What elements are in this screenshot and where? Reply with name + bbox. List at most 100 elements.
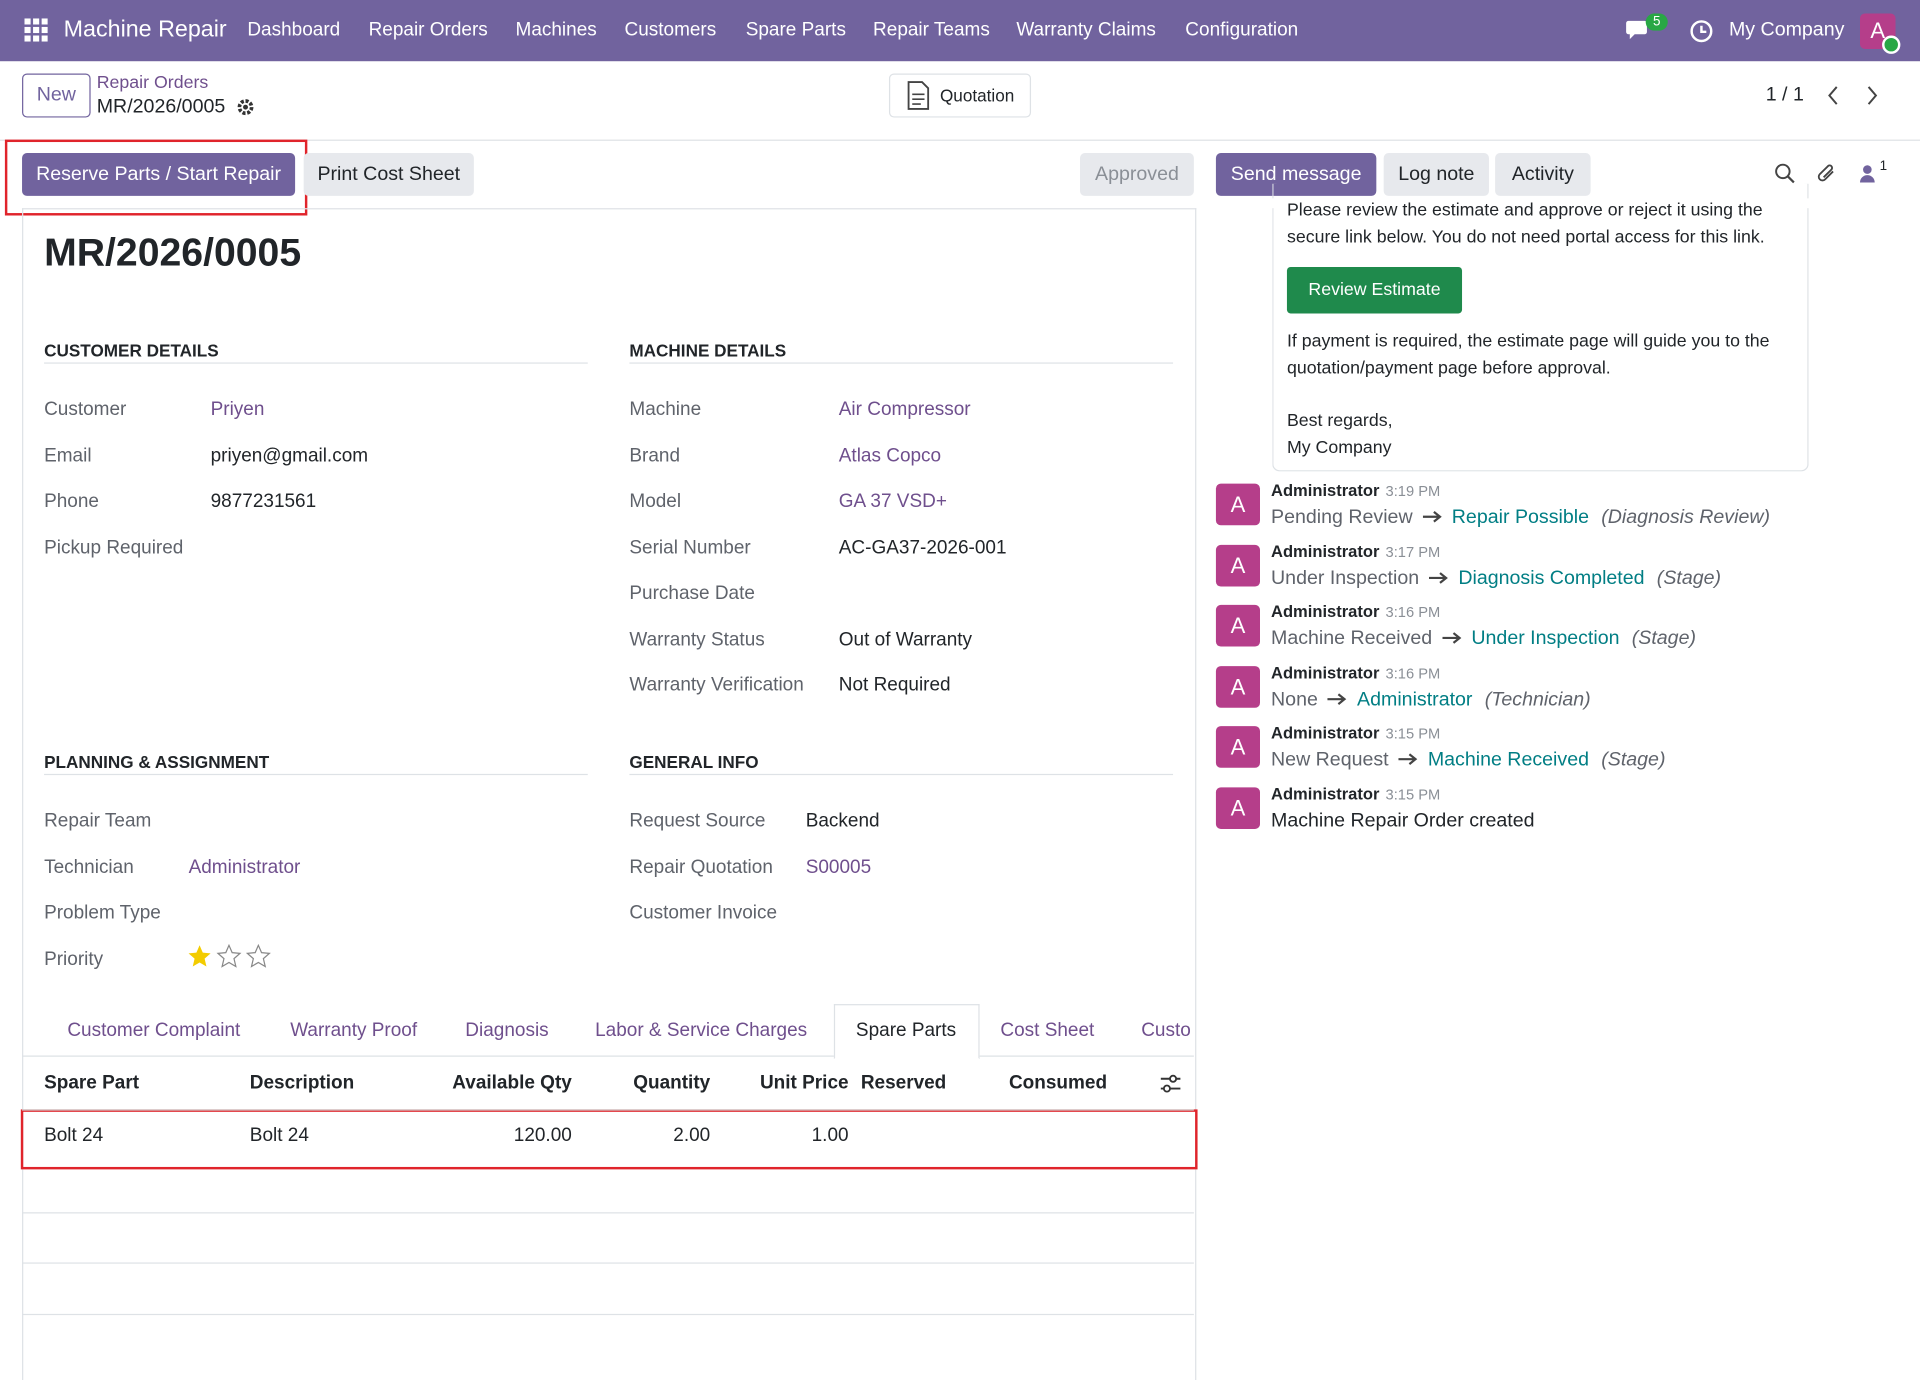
author: Administrator — [1271, 481, 1380, 500]
apps-icon[interactable] — [24, 18, 48, 42]
author-avatar — [1215, 726, 1261, 768]
field-label: Repair Team — [44, 810, 152, 832]
column-settings[interactable] — [1160, 1074, 1182, 1094]
column-header: Description — [249, 1072, 355, 1094]
field-value[interactable]: Priyen — [210, 399, 265, 421]
time: 3:19 PM — [1385, 482, 1441, 500]
author: Administrator — [1271, 663, 1380, 682]
tab[interactable]: Labor & Service Charges — [595, 1020, 808, 1041]
field-value: Backend — [805, 810, 880, 832]
field-value[interactable]: Air Compressor — [838, 399, 971, 421]
gear-icon[interactable] — [236, 98, 254, 116]
column-header: Quantity — [633, 1072, 711, 1094]
reserve-button[interactable]: Reserve Parts / Start Repair — [22, 153, 296, 196]
status-approved[interactable]: Approved — [1080, 153, 1194, 196]
section-rule — [629, 362, 1174, 364]
log-note[interactable]: Log note — [1383, 153, 1489, 196]
tab[interactable]: Custo — [1141, 1020, 1191, 1041]
company[interactable]: My Company — [1728, 19, 1845, 41]
breadcrumb[interactable]: Repair Orders — [96, 73, 209, 94]
field-label: Warranty Verification — [629, 674, 804, 696]
field-label: Pickup Required — [44, 536, 184, 558]
new-value: Under Inspection — [1471, 628, 1620, 649]
field-label: Brand — [629, 445, 681, 466]
attachment-icon[interactable] — [1815, 162, 1839, 186]
menu-item[interactable]: Machines — [515, 19, 597, 41]
form-title: MR/2026/0005 — [44, 230, 302, 275]
new-value: Machine Received — [1427, 749, 1589, 771]
search-icon[interactable] — [1774, 163, 1796, 185]
send-message[interactable]: Send message — [1215, 153, 1377, 196]
record-name: MR/2026/0005 — [96, 96, 226, 118]
menu-item[interactable]: Repair Teams — [873, 19, 990, 41]
menu-item[interactable]: Repair Orders — [368, 19, 488, 41]
menu-item[interactable]: Configuration — [1185, 19, 1299, 41]
chatter-top-mask — [1207, 198, 1920, 209]
presence-dot — [1882, 35, 1901, 54]
pager-arrows[interactable] — [1824, 84, 1885, 106]
section-title: MACHINE DETAILS — [629, 340, 787, 361]
message-line: secure link below. You do not need porta… — [1286, 227, 1765, 248]
section-title: PLANNING & ASSIGNMENT — [44, 751, 270, 772]
menu-item[interactable]: Warranty Claims — [1016, 19, 1156, 41]
print-button[interactable]: Print Cost Sheet — [303, 153, 474, 196]
field-label: Repair Quotation — [629, 856, 773, 878]
cell: Bolt 24 — [249, 1125, 309, 1147]
field-name: (Stage) — [1656, 567, 1722, 589]
followers-icon[interactable] — [1859, 164, 1876, 184]
column-header: Reserved — [860, 1072, 947, 1094]
menu-item[interactable]: Spare Parts — [745, 19, 846, 41]
cell: 1.00 — [811, 1125, 849, 1147]
tab[interactable]: Warranty Proof — [290, 1020, 418, 1041]
time: 3:15 PM — [1385, 785, 1441, 803]
avatar-letter: A — [1230, 734, 1246, 760]
review-button[interactable]: Review Estimate — [1286, 266, 1463, 314]
tab[interactable]: Customer Complaint — [67, 1020, 241, 1041]
new-value: Administrator — [1357, 688, 1473, 710]
field-value: AC-GA37-2026-001 — [838, 536, 1007, 558]
tab[interactable]: Diagnosis — [465, 1020, 549, 1041]
arrow — [1327, 689, 1348, 711]
field-label: Technician — [44, 856, 134, 878]
field-value[interactable]: S00005 — [805, 856, 872, 878]
document-icon — [907, 81, 929, 110]
new-button[interactable]: New — [22, 73, 91, 118]
app-name[interactable]: Machine Repair — [63, 17, 227, 43]
column-header: Unit Price — [759, 1072, 849, 1094]
row-line — [22, 1212, 1194, 1214]
message-line: My Company — [1286, 438, 1392, 458]
activity-button[interactable]: Activity — [1495, 153, 1591, 196]
messages-icon[interactable] — [1625, 18, 1654, 42]
tab[interactable]: Spare Parts — [855, 1020, 957, 1041]
log-body: Machine Repair Order created — [1271, 810, 1535, 832]
avatar-letter: A — [1230, 674, 1246, 699]
quotation-button[interactable]: Quotation — [888, 73, 1032, 118]
log-body: Machine Received Under Inspection (Stage) — [1271, 628, 1696, 650]
tab[interactable]: Cost Sheet — [1000, 1020, 1095, 1041]
field-value[interactable]: Administrator — [188, 856, 301, 878]
field-name: (Technician) — [1484, 688, 1591, 710]
priority-stars[interactable] — [187, 944, 273, 971]
menu-item[interactable]: Customers — [624, 19, 717, 41]
row-line — [22, 1313, 1194, 1316]
navbar — [0, 0, 1920, 62]
author: Administrator — [1271, 602, 1380, 621]
arrow — [1428, 568, 1449, 590]
field-label: Customer — [44, 399, 127, 421]
divider — [0, 139, 1920, 141]
activity-icon[interactable] — [1690, 20, 1713, 43]
log-body: Pending Review Repair Possible (Diagnosis … — [1271, 507, 1770, 529]
field-value[interactable]: Atlas Copco — [838, 445, 942, 466]
cell: Bolt 24 — [44, 1125, 104, 1147]
author-avatar — [1215, 665, 1261, 708]
field-value[interactable]: GA 37 VSD+ — [838, 491, 947, 512]
field-label: Serial Number — [629, 536, 751, 558]
field-value: priyen@gmail.com — [210, 445, 369, 466]
log-head: Administrator 3:19 PM — [1271, 481, 1440, 499]
column-header: Spare Part — [44, 1072, 140, 1094]
log-head: Administrator 3:16 PM — [1271, 602, 1440, 620]
menu-item[interactable]: Dashboard — [247, 19, 341, 41]
arrow-icon — [1428, 571, 1448, 584]
author-avatar — [1215, 544, 1261, 586]
